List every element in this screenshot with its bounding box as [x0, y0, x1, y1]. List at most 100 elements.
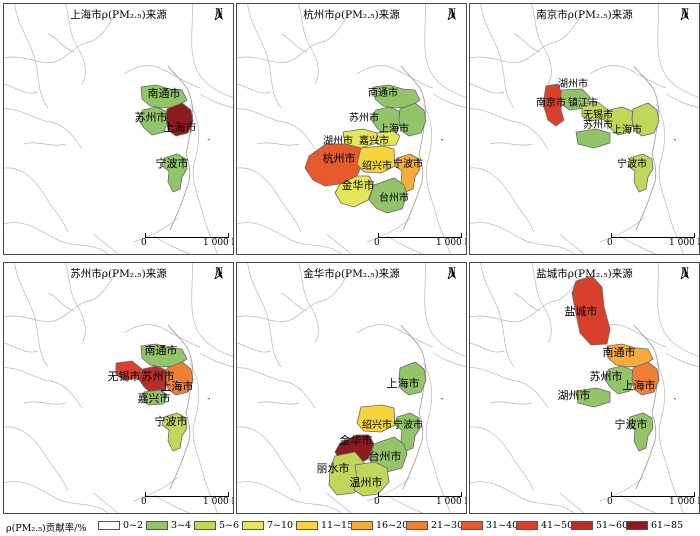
- city-label: 镇江市: [568, 96, 598, 109]
- city-region: [165, 102, 194, 137]
- city-label: 苏州市: [583, 118, 613, 131]
- city-label: 南京市: [536, 96, 566, 109]
- panel-title: 南京市ρ(PM₂.₅)来源: [536, 9, 633, 21]
- city-region: [370, 106, 402, 136]
- scale-max-label: 1 000 km: [669, 497, 699, 507]
- city-region: [137, 365, 169, 395]
- city-region: [137, 106, 169, 136]
- background-boundaries: [4, 4, 233, 254]
- north-arrow-icon: N: [446, 267, 458, 279]
- city-region: [631, 361, 660, 396]
- city-label: 上海市: [161, 379, 194, 393]
- city-label: 丽水市: [317, 461, 350, 475]
- scale-max-label: 1 000 km: [436, 238, 466, 248]
- city-region: [334, 175, 375, 208]
- city-label: 绍兴市: [362, 159, 392, 172]
- city-region: [394, 412, 421, 452]
- city-label: 湖州市: [558, 77, 588, 90]
- background-boundaries: [237, 263, 466, 513]
- legend-swatch: [242, 521, 264, 530]
- city-label: 杭州市: [323, 151, 356, 165]
- scale-zero-label: 0: [374, 238, 380, 248]
- city-region: [356, 145, 396, 174]
- scale-bar: 0 1 000 km: [607, 492, 699, 507]
- scale-bar: 0 1 000 km: [374, 492, 466, 507]
- scale-bar: 0 1 000 km: [141, 233, 233, 248]
- legend-swatch: [351, 521, 373, 530]
- city-region: [398, 102, 427, 137]
- city-label: 无锡市: [583, 108, 613, 121]
- legend-swatch: [516, 521, 538, 530]
- scale-zero-label: 0: [141, 238, 147, 248]
- city-label: 上海市: [612, 123, 642, 136]
- north-arrow-glyph: [214, 267, 223, 279]
- city-label: 宁波市: [393, 157, 423, 170]
- scale-bar-line: [378, 233, 462, 238]
- north-arrow-glyph: [680, 8, 689, 20]
- panel-title: 金华市ρ(PM₂.₅)来源: [303, 268, 400, 280]
- city-region: [542, 83, 565, 127]
- city-label: 宁波市: [155, 414, 188, 428]
- north-arrow-icon: N: [213, 267, 225, 279]
- panel-title: 盐城市ρ(PM₂.₅)来源: [536, 268, 633, 280]
- scale-bar-line: [145, 233, 229, 238]
- city-region: [398, 361, 427, 396]
- legend-label: 0~2: [123, 520, 144, 531]
- city-label: 上海市: [387, 376, 420, 390]
- legend-label: 61~85: [651, 520, 684, 531]
- scale-zero-label: 0: [141, 497, 147, 507]
- scale-bar: 0 1 000 km: [374, 233, 466, 248]
- north-arrow-glyph: [447, 8, 456, 20]
- legend-swatch: [461, 521, 483, 530]
- legend-label: 31~40: [486, 520, 519, 531]
- city-label: 绍兴市: [362, 418, 392, 431]
- city-region: [368, 177, 408, 214]
- background-boundaries: [4, 263, 233, 513]
- panel-title: 苏州市ρ(PM₂.₅)来源: [70, 268, 167, 280]
- city-label: 湖州市: [323, 134, 353, 147]
- city-label: 盐城市: [565, 304, 598, 318]
- city-region: [603, 106, 635, 136]
- legend-title: ρ(PM₂.₅)贡献率/%: [6, 523, 87, 534]
- city-label: 宁波市: [617, 157, 647, 170]
- city-label: 湖州市: [558, 388, 591, 402]
- city-label: 上海市: [379, 122, 409, 135]
- north-arrow-icon: N: [679, 267, 691, 279]
- city-label: 嘉兴市: [138, 391, 171, 405]
- legend-swatch: [146, 521, 168, 530]
- scale-bar-line: [611, 233, 695, 238]
- panel-title: 上海市ρ(PM₂.₅)来源: [70, 9, 167, 21]
- scale-zero-label: 0: [607, 497, 613, 507]
- scale-max-label: 1 000 km: [203, 238, 233, 248]
- legend-label: 11~15: [321, 520, 354, 531]
- north-arrow-icon: N: [446, 8, 458, 20]
- city-label: 温州市: [350, 475, 383, 489]
- north-arrow-glyph: [680, 267, 689, 279]
- scale-bar-line: [378, 492, 462, 497]
- city-label: 无锡市: [108, 369, 141, 383]
- city-region: [356, 404, 396, 433]
- city-region: [143, 389, 168, 406]
- north-arrow-glyph: [447, 267, 456, 279]
- city-region: [571, 275, 611, 346]
- legend-swatch: [626, 521, 648, 530]
- city-region: [575, 387, 611, 408]
- city-region: [394, 153, 421, 193]
- legend-swatch: [194, 521, 216, 530]
- scale-max-label: 1 000 km: [203, 497, 233, 507]
- map-panel-hangzhou: 南通市 苏州市 上海市 湖州市 嘉兴市 杭州市 绍兴市 宁波市 金华市 台州市 杭州市ρ(PM₂.…: [236, 3, 467, 255]
- city-label: 苏州市: [590, 369, 623, 383]
- city-region: [627, 153, 654, 193]
- city-region: [368, 436, 408, 473]
- city-region: [575, 128, 611, 149]
- city-label: 金华市: [340, 433, 373, 447]
- city-region: [603, 365, 635, 395]
